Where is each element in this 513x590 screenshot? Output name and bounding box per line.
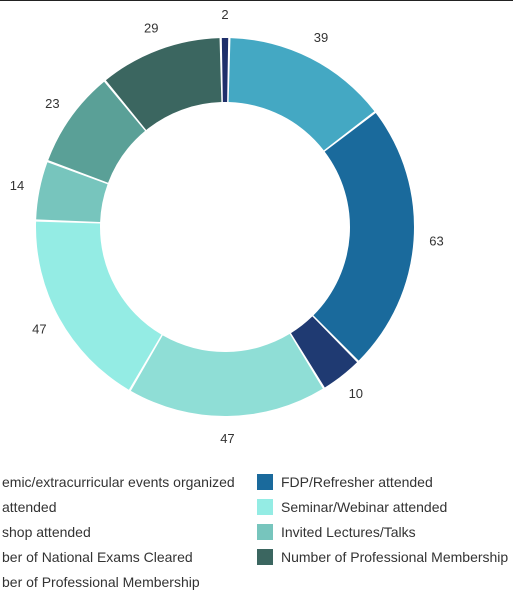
slice-value-label: 47 [32,321,46,336]
donut-slice [313,112,415,361]
donut-slice [105,38,222,130]
donut-chart: 2 39 63 10 47 47 14 23 29 [10,7,444,446]
legend-swatch [257,524,273,540]
slice-value-label: 47 [220,431,234,446]
legend-item: emic/extracurricular events organized [0,472,235,492]
legend-label: emic/extracurricular events organized [2,474,235,490]
donut-slice [36,162,108,222]
legend-swatch [257,474,273,490]
legend-label: Number of Professional Membership [281,549,509,565]
legend-item: FDP/Refresher attended [257,472,433,492]
legend-label: ber of National Exams Cleared [2,549,193,565]
legend-label: shop attended [2,524,91,540]
slice-value-label: 14 [10,178,24,193]
legend-item: attended [0,497,57,517]
donut-slice [48,81,146,183]
donut-slice [130,333,323,417]
legend-label: Invited Lectures/Talks [281,524,416,540]
legend-item: Seminar/Webinar attended [257,497,447,517]
legend-item: Invited Lectures/Talks [257,522,416,542]
slice-value-label: 63 [429,234,443,249]
donut-slice [291,316,358,388]
legend-label: attended [2,499,57,515]
legend-swatch [257,499,273,515]
donut-slice [228,38,375,151]
slice-value-label: 39 [314,30,328,45]
donut-slice [221,37,229,103]
legend-item: Number of Professional Membership [257,547,508,567]
legend-label: FDP/Refresher attended [281,474,433,490]
legend-item: ber of Professional Membership [0,572,200,590]
legend-item: ber of National Exams Cleared [0,547,193,567]
slice-value-label: 10 [349,386,363,401]
legend-label: Seminar/Webinar attended [281,499,448,515]
slice-value-label: 23 [45,96,59,111]
legend-swatch [257,549,273,565]
legend: emic/extracurricular events organized FD… [0,466,513,590]
legend-label: ber of Professional Membership [2,574,200,590]
slice-value-label: 2 [221,7,228,22]
legend-item: shop attended [0,522,91,542]
top-border [0,0,513,1]
donut-slice [35,221,162,390]
slice-value-label: 29 [144,20,158,35]
